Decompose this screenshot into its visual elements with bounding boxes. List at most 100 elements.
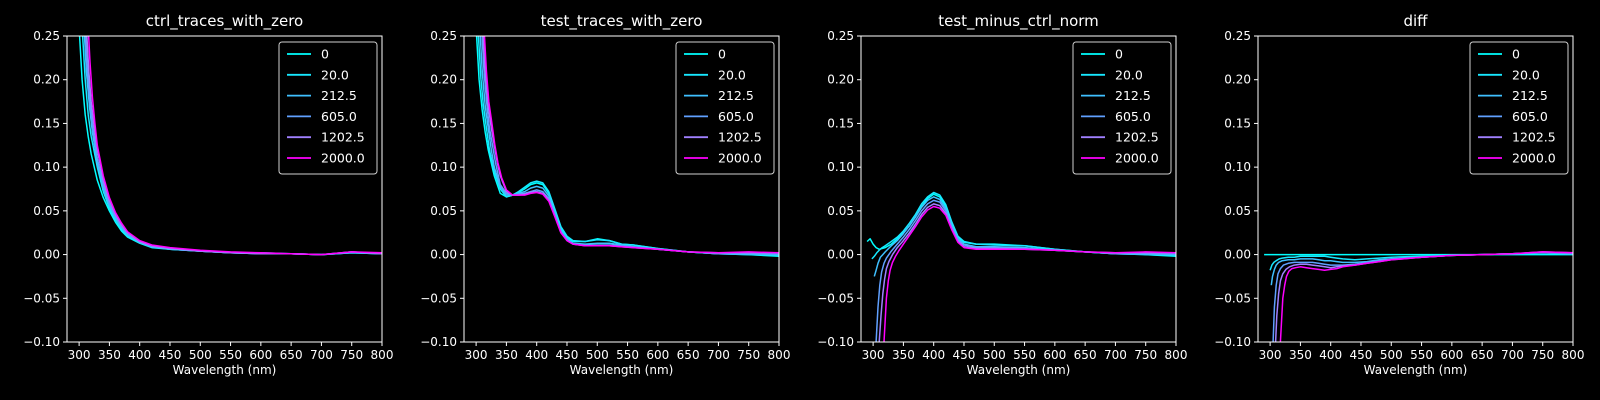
legend-label: 2000.0	[321, 151, 365, 166]
y-tick-label: 0.00	[33, 248, 60, 262]
legend-label: 212.5	[321, 88, 357, 103]
series-line-1	[871, 191, 1176, 260]
y-tick-label: 0.00	[430, 248, 457, 262]
legend-label: 1202.5	[321, 130, 365, 145]
x-tick-label: 750	[1531, 348, 1554, 362]
x-tick-label: 350	[98, 348, 121, 362]
series-group	[78, 36, 382, 256]
plot-frame	[1257, 35, 1574, 343]
x-tick-label: 600	[646, 348, 669, 362]
y-tick-label: 0.10	[33, 160, 60, 174]
series-line-3	[875, 199, 1176, 342]
x-tick-label: 300	[68, 348, 91, 362]
series-line-5	[483, 36, 779, 254]
chart-title: ctrl_traces_with_zero	[146, 12, 303, 31]
x-tick-label: 700	[310, 348, 333, 362]
legend-label: 0	[718, 47, 726, 62]
x-axis-label: Wavelength (nm)	[173, 363, 277, 377]
x-tick-label: 700	[707, 348, 730, 362]
legend-label: 1202.5	[718, 130, 762, 145]
x-tick-label: 400	[128, 348, 151, 362]
legend-label: 20.0	[718, 67, 746, 82]
y-tick-label: 0.25	[827, 29, 854, 43]
series-line-1	[477, 36, 779, 257]
x-tick-label: 450	[953, 348, 976, 362]
x-tick-label: 500	[586, 348, 609, 362]
x-tick-label: 350	[892, 348, 915, 362]
x-tick-label: 650	[280, 348, 303, 362]
y-tick-label: −0.05	[1214, 291, 1251, 305]
y-tick-label: 0.10	[430, 160, 457, 174]
y-tick-label: −0.10	[420, 335, 457, 349]
legend: 0 20.0 212.5 605.0 1202.5 2000.0	[1469, 41, 1569, 175]
x-tick-label: 550	[1013, 348, 1036, 362]
y-tick-label: 0.15	[33, 116, 60, 130]
legend: 0 20.0 212.5 605.0 1202.5 2000.0	[675, 41, 775, 175]
series-line-5	[87, 36, 382, 256]
legend: 0 20.0 212.5 605.0 1202.5 2000.0	[278, 41, 378, 175]
series-group	[475, 36, 779, 258]
legend-label: 2000.0	[1512, 151, 1556, 166]
legend-label: 605.0	[1115, 109, 1151, 124]
x-tick-label: 450	[1350, 348, 1373, 362]
series-group	[866, 191, 1176, 342]
plot-frame	[66, 35, 383, 343]
x-tick-label: 300	[1259, 348, 1282, 362]
series-line-4	[1274, 251, 1573, 342]
plot-frame	[463, 35, 780, 343]
x-tick-label: 500	[189, 348, 212, 362]
y-tick-label: 0.10	[827, 160, 854, 174]
legend-label: 20.0	[321, 67, 349, 82]
x-tick-label: 350	[495, 348, 518, 362]
legend-label: 0	[321, 47, 329, 62]
legend-label: 605.0	[1512, 109, 1548, 124]
x-tick-label: 300	[465, 348, 488, 362]
x-tick-label: 800	[1165, 348, 1188, 362]
y-tick-label: 0.15	[1224, 116, 1251, 130]
x-tick-label: 650	[1471, 348, 1494, 362]
x-tick-label: 700	[1104, 348, 1127, 362]
y-tick-label: −0.10	[23, 335, 60, 349]
y-tick-label: −0.10	[817, 335, 854, 349]
legend-label: 605.0	[321, 109, 357, 124]
legend: 0 20.0 212.5 605.0 1202.5 2000.0	[1072, 41, 1172, 175]
legend-label: 1202.5	[1512, 130, 1556, 145]
legend-label: 212.5	[718, 88, 754, 103]
x-tick-label: 600	[1043, 348, 1066, 362]
y-tick-label: 0.20	[827, 73, 854, 87]
y-tick-label: 0.20	[430, 73, 457, 87]
legend-label: 0	[1115, 47, 1123, 62]
x-tick-label: 600	[1440, 348, 1463, 362]
y-tick-label: −0.05	[817, 291, 854, 305]
x-tick-label: 300	[862, 348, 885, 362]
series-line-1	[1269, 252, 1573, 271]
x-tick-label: 700	[1501, 348, 1524, 362]
x-tick-label: 450	[556, 348, 579, 362]
legend-label: 20.0	[1512, 67, 1540, 82]
x-tick-label: 400	[1319, 348, 1342, 362]
y-tick-label: 0.15	[430, 116, 457, 130]
x-tick-label: 600	[249, 348, 272, 362]
x-tick-label: 750	[737, 348, 760, 362]
x-tick-label: 550	[616, 348, 639, 362]
series-group	[1264, 251, 1573, 342]
chart-panel-1: test_traces_with_zero 300 350 400 450 500 550 6…	[420, 12, 790, 377]
y-tick-label: 0.25	[33, 29, 60, 43]
x-tick-label: 800	[768, 348, 791, 362]
legend-label: 1202.5	[1115, 130, 1159, 145]
y-tick-label: 0.05	[33, 204, 60, 218]
y-tick-label: −0.05	[420, 291, 457, 305]
legend-label: 212.5	[1512, 88, 1548, 103]
legend-label: 605.0	[718, 109, 754, 124]
x-tick-label: 650	[1074, 348, 1097, 362]
legend-label: 2000.0	[1115, 151, 1159, 166]
y-tick-label: 0.20	[1224, 73, 1251, 87]
legend-label: 2000.0	[718, 151, 762, 166]
x-tick-label: 750	[1134, 348, 1157, 362]
legend-label: 0	[1512, 47, 1520, 62]
chart-panel-2: test_minus_ctrl_norm 300 350 400 450 500 550 60…	[817, 12, 1187, 377]
x-tick-label: 800	[1562, 348, 1585, 362]
x-tick-label: 400	[922, 348, 945, 362]
y-tick-label: 0.15	[827, 116, 854, 130]
